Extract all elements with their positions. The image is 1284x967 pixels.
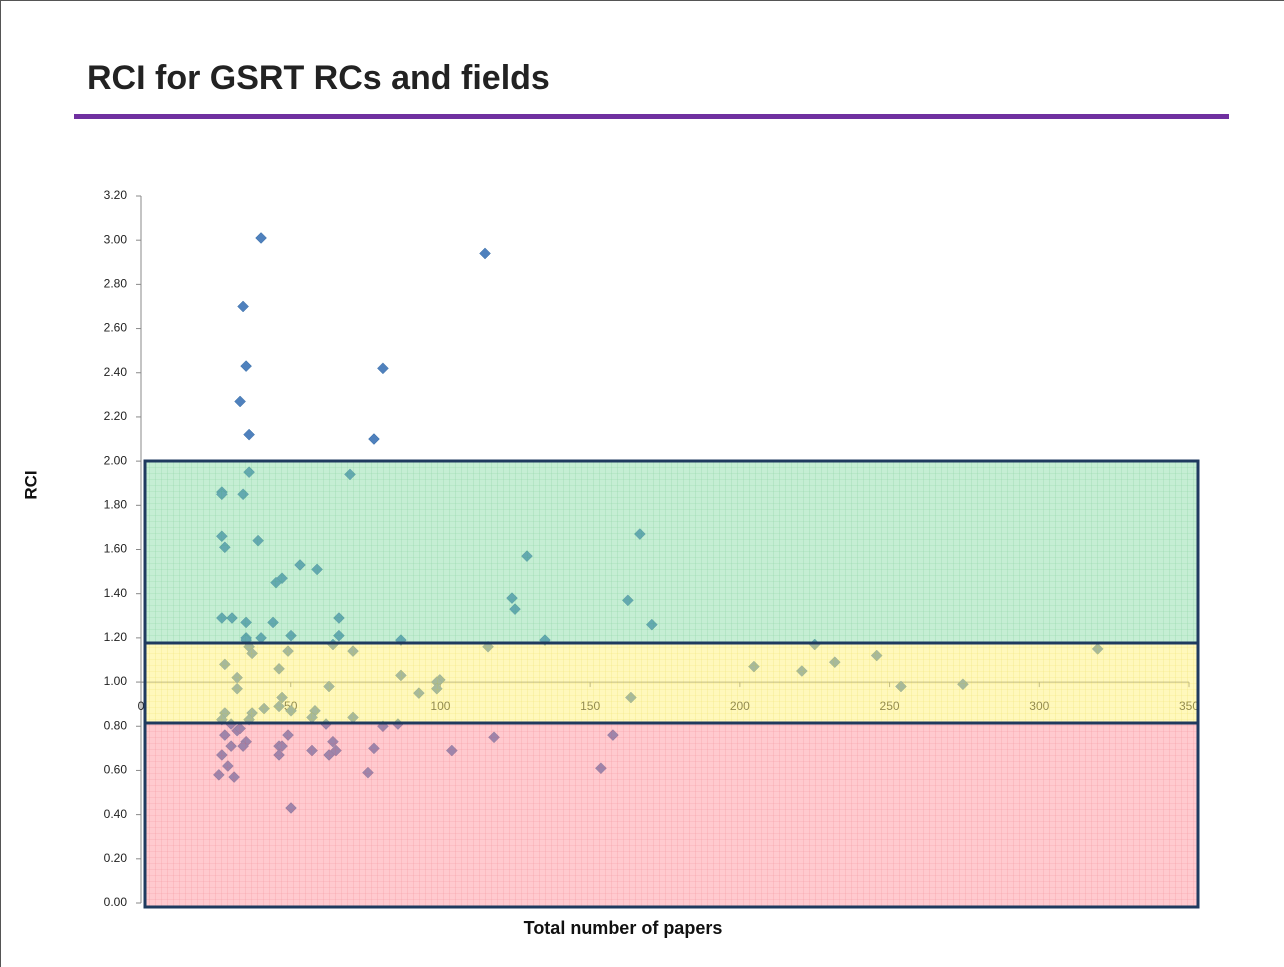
y-tick-label: 0.20 [104,851,128,865]
y-tick-label: 2.60 [104,321,128,335]
point [237,300,249,313]
point [377,362,389,375]
zone-border [143,459,1200,909]
y-tick-label: 3.00 [104,232,128,246]
x-axis-label: Total number of papers [524,918,723,938]
y-tick-label: 1.80 [104,497,128,511]
zones [143,459,1200,909]
point [255,232,267,244]
red-zone-grid [145,723,1198,907]
x-tick-label: 0 [138,699,145,713]
y-tick-label: 2.20 [104,409,128,423]
green-zone-grid [145,461,1198,643]
y-tick-label: 0.00 [104,895,128,909]
y-tick-label: 3.20 [104,188,128,202]
point [240,360,252,372]
y-tick-label: 1.00 [104,674,128,688]
y-axis-label: RCI [21,470,40,499]
y-tick-label: 1.20 [104,630,128,644]
y-tick-label: 0.80 [104,718,128,732]
point [243,428,255,441]
title-rule [74,114,1229,119]
y-tick-label: 1.40 [104,586,128,600]
y-tick-label: 0.40 [104,807,128,821]
y-tick-label: 2.00 [104,453,128,467]
point [368,433,380,445]
y-tick-label: 1.60 [104,542,128,556]
slide-title: RCI for GSRT RCs and fields [87,59,550,97]
y-tick-label: 0.60 [104,763,128,777]
point [234,395,246,408]
y-tick-label: 2.80 [104,277,128,291]
yellow-zone-grid [145,643,1198,723]
point [479,247,491,260]
y-tick-label: 2.40 [104,365,128,379]
